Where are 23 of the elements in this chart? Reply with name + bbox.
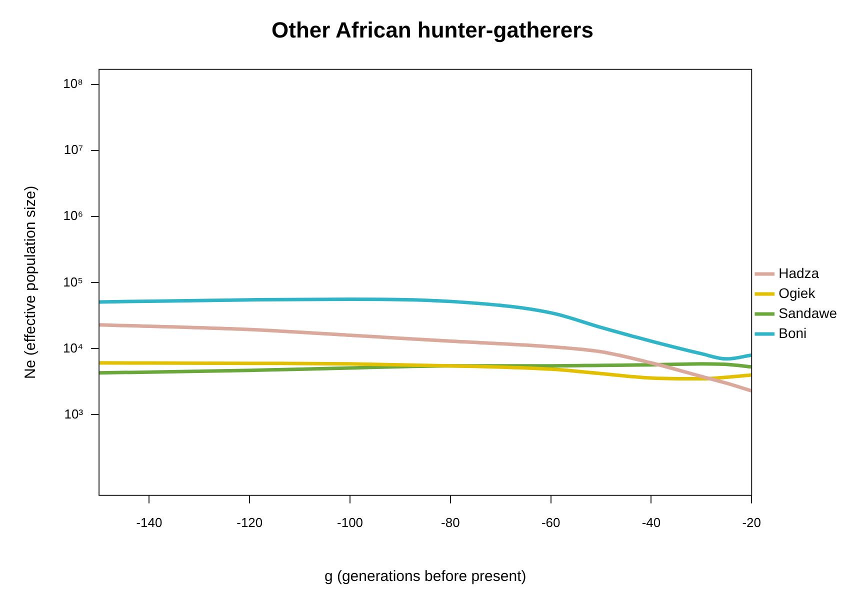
x-tick-label: -100: [337, 514, 364, 530]
x-tick-label: -80: [441, 514, 460, 530]
chart-title: Other African hunter-gatherers: [272, 17, 594, 42]
x-tick-label: -20: [742, 514, 762, 530]
y-tick-label: 10³: [64, 406, 84, 422]
y-axis-title: Ne (effective population size): [22, 186, 40, 379]
legend-label: Boni: [778, 324, 807, 341]
y-tick-label: 10⁸: [63, 76, 84, 92]
y-tick-label: 10⁶: [63, 208, 84, 224]
legend-label: Sandawe: [778, 304, 838, 321]
y-tick-label: 10⁷: [64, 142, 84, 158]
x-tick-label: -40: [642, 514, 661, 530]
legend-label: Ogiek: [778, 284, 816, 301]
x-axis-title: g (generations before present): [324, 568, 526, 586]
legend-label: Hadza: [778, 264, 820, 281]
y-tick-label: 10⁵: [63, 274, 84, 290]
x-tick-label: -60: [541, 514, 560, 530]
x-tick-label: -140: [136, 514, 162, 530]
y-tick-label: 10⁴: [63, 340, 84, 356]
line-series: [99, 361, 752, 381]
line-series: [99, 323, 752, 393]
line-series: [99, 298, 752, 361]
x-tick-label: -120: [236, 514, 263, 530]
